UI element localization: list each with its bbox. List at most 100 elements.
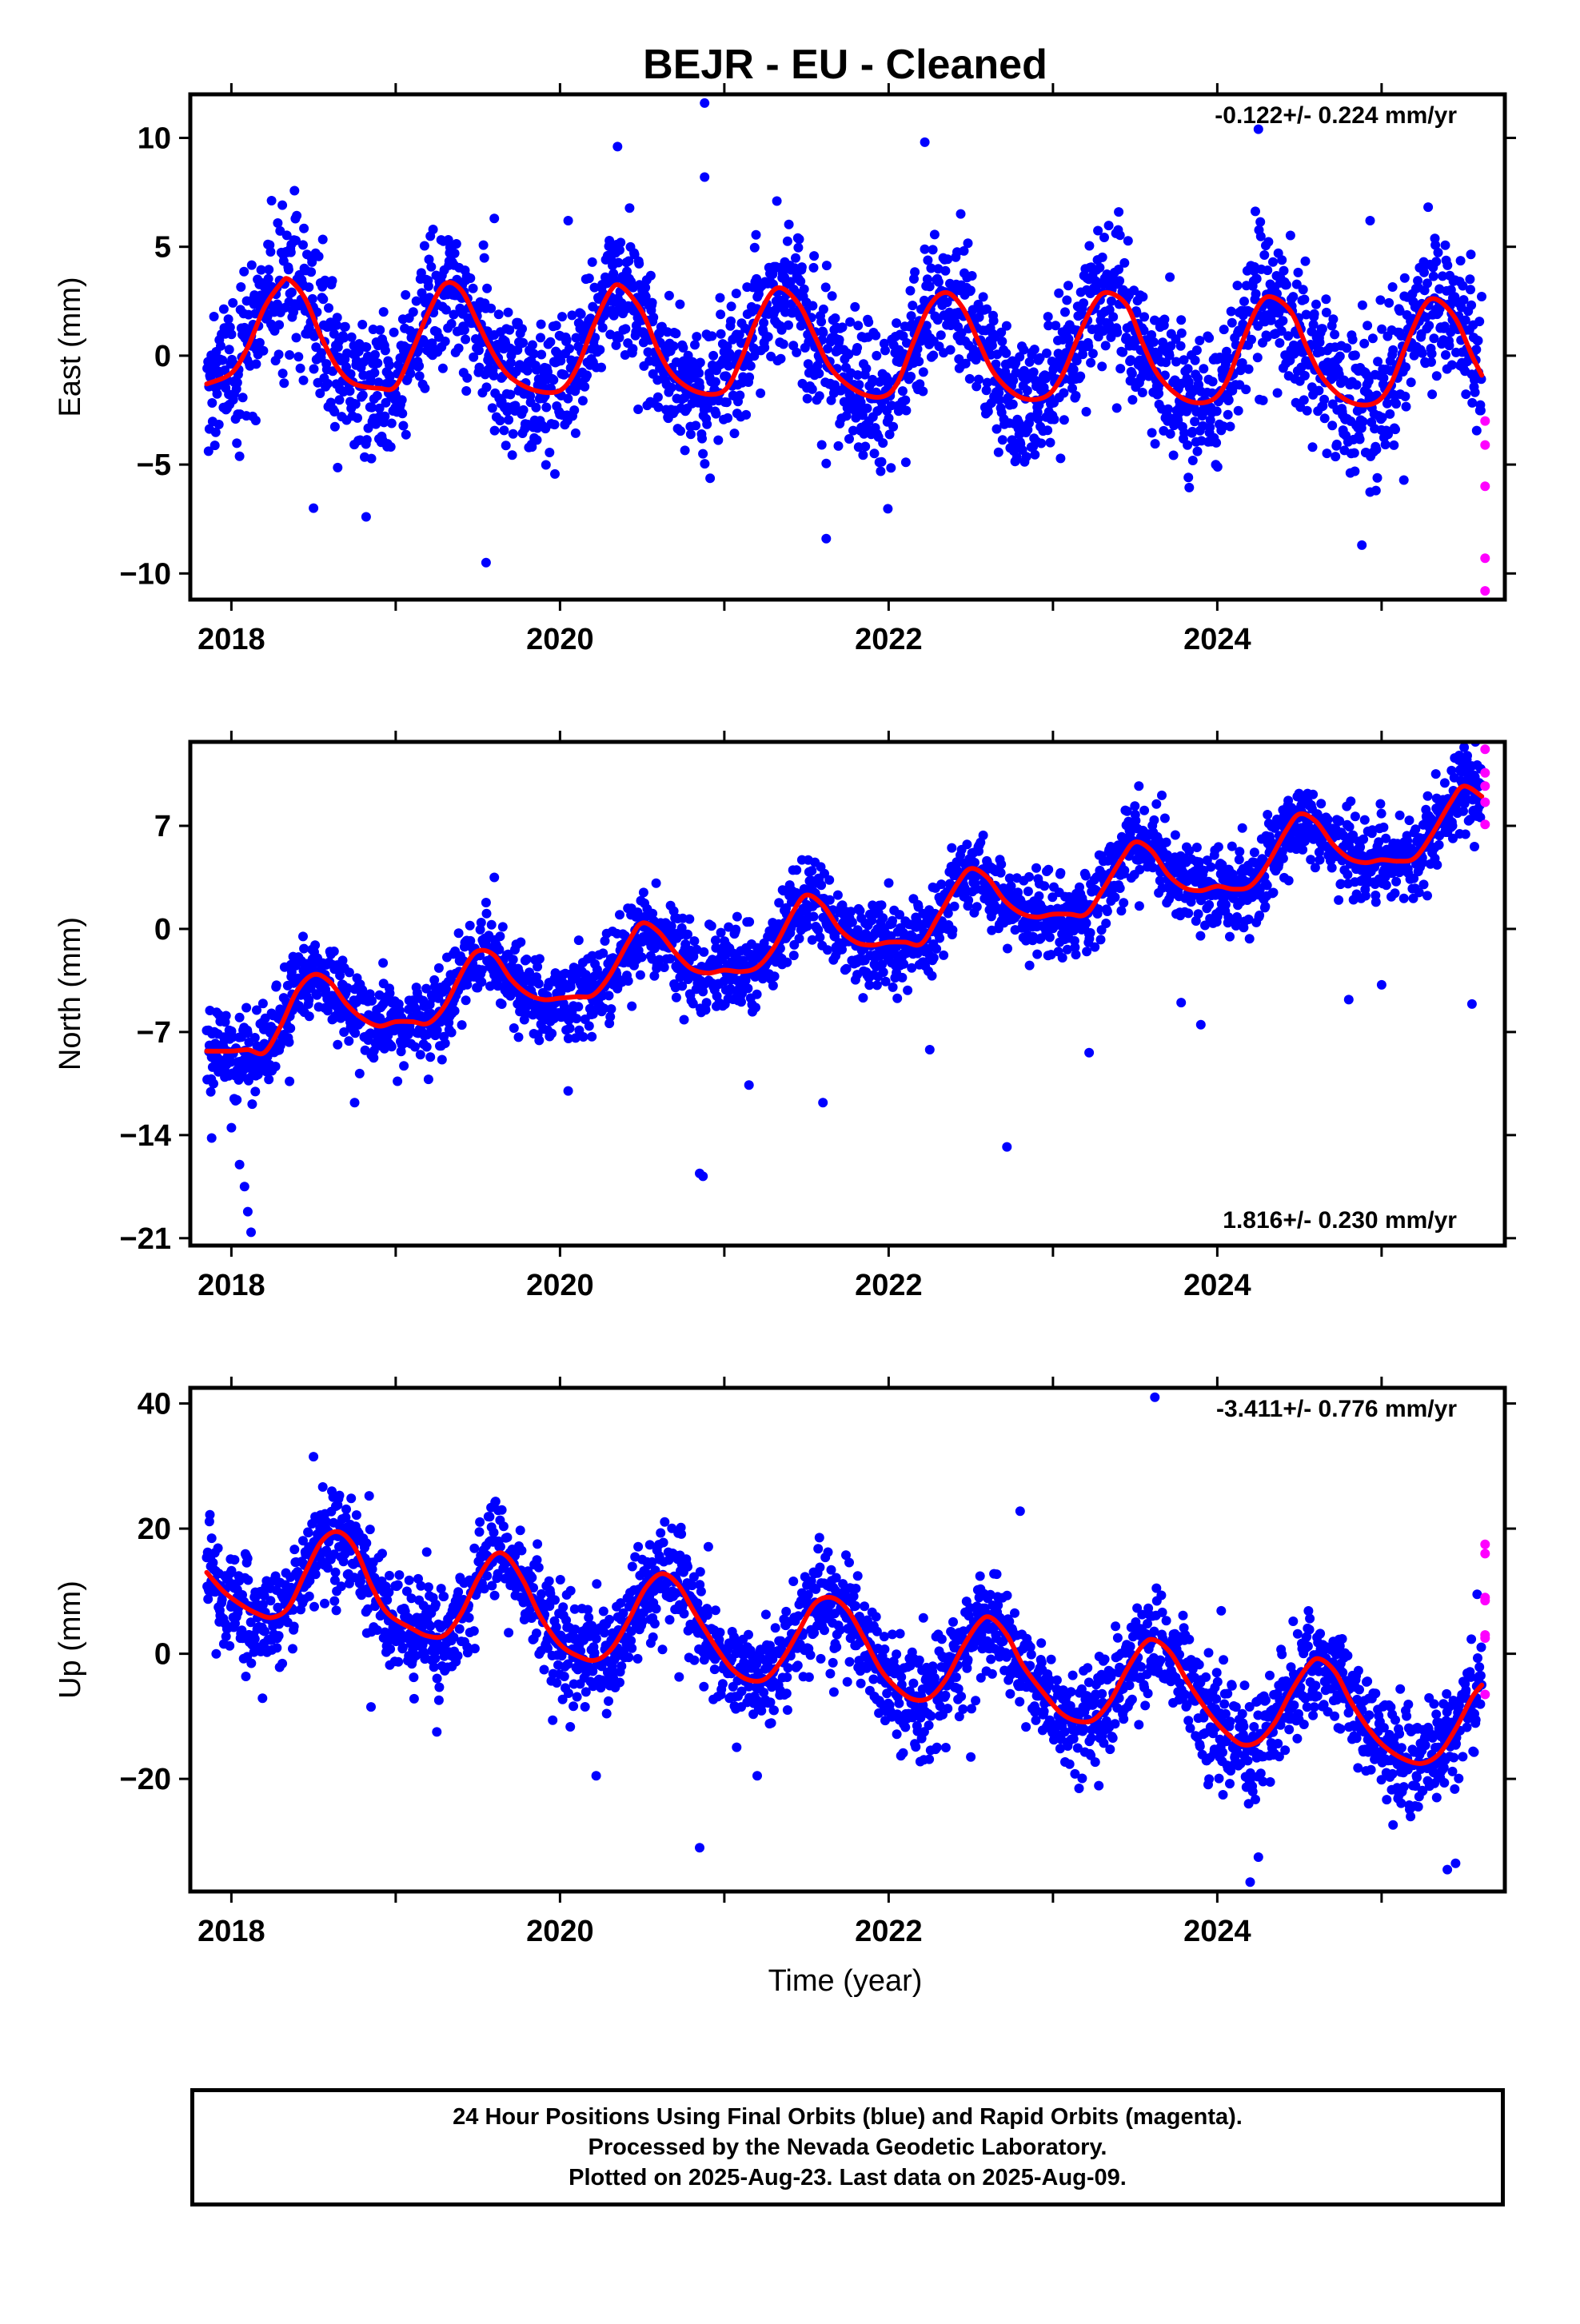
east-x-tick-label: 2024 [1183,623,1251,656]
east-final-point [1282,280,1291,289]
north-final-point [932,944,941,954]
east-final-point [207,398,217,408]
east-final-point [633,405,643,414]
north-final-point [310,940,320,950]
east-final-point [274,320,284,329]
east-final-point [1115,230,1125,240]
east-final-point [1227,318,1237,328]
north-final-point [345,967,354,977]
east-final-point [1036,439,1046,448]
east-final-point [984,407,993,417]
north-final-point [637,952,647,962]
east-final-point [818,328,828,337]
east-final-point [209,312,219,321]
east-final-point [784,220,794,229]
north-final-point [736,997,746,1007]
east-final-point [1138,388,1147,397]
east-final-point [1019,345,1028,355]
east-final-point [906,286,916,296]
north-final-point [424,1074,433,1084]
north-final-point [606,1004,616,1014]
east-final-point [791,253,800,263]
east-final-point [236,282,245,292]
north-final-point [461,995,471,1005]
east-final-point [834,441,844,451]
east-final-point [1165,273,1175,282]
north-final-point [235,1013,245,1022]
north-final-point [579,1032,589,1042]
east-final-point [1335,352,1345,361]
east-final-point [405,369,415,378]
east-final-point [809,251,819,261]
east-final-point [380,412,389,421]
east-final-point [1431,257,1441,266]
east-final-point [723,413,732,423]
north-final-point [454,928,464,938]
north-final-point [892,994,902,1003]
east-final-point [943,254,952,264]
east-final-point [541,460,551,470]
north-final-point [1111,892,1120,902]
east-final-point [1193,447,1203,456]
north-final-point [329,947,339,956]
north-final-point [1151,799,1161,809]
east-final-point [906,372,916,381]
east-final-point [1227,307,1236,317]
east-final-point [1259,250,1269,260]
east-final-point [1149,337,1159,347]
east-final-point [690,340,700,349]
east-final-point [997,337,1007,346]
east-final-point [691,421,700,430]
east-final-point [919,367,928,377]
east-final-point [381,345,390,355]
east-final-point [730,429,740,438]
east-final-point [1328,314,1338,324]
east-final-point [409,307,418,317]
north-final-point [482,909,492,919]
north-final-point [1043,865,1053,875]
north-final-point [1139,806,1149,815]
east-final-point [1350,448,1359,458]
north-final-point [1245,934,1255,943]
east-final-point [533,435,542,444]
north-final-point [731,925,740,935]
east-final-point [279,378,289,388]
east-final-point [296,364,305,373]
north-final-point [858,993,868,1003]
east-final-point [988,341,997,350]
east-final-point [852,343,862,353]
north-final-point [789,951,799,960]
east-final-point [697,434,707,444]
east-final-point [741,410,751,420]
east-final-point [1263,265,1272,275]
north-final-point [878,913,888,923]
east-final-point [239,267,249,277]
east-final-point [1123,236,1133,245]
north-final-point [1135,901,1144,911]
north-final-point [416,1050,425,1059]
north-final-point [258,999,268,1008]
east-final-point [1441,241,1450,250]
east-final-point [1084,241,1094,251]
east-final-point [1224,395,1234,405]
east-final-point [1359,339,1369,349]
east-final-point [323,379,333,389]
east-final-point [1461,389,1470,399]
east-final-point [426,262,436,272]
north-final-point [751,1003,760,1012]
east-final-point [1251,289,1261,299]
east-final-point [397,395,407,405]
east-final-point [1252,274,1262,284]
north-final-point [1160,814,1170,823]
east-final-point [284,265,293,274]
east-final-point [569,405,579,415]
east-final-point [225,345,234,354]
north-final-point [732,912,742,922]
north-final-point [1235,847,1244,856]
north-final-point [604,991,614,1000]
east-y-tick-label: 10 [138,122,171,155]
east-final-point [373,358,382,368]
east-final-point [299,376,309,385]
east-final-point [328,276,337,285]
east-y-tick-label: −5 [137,448,171,482]
